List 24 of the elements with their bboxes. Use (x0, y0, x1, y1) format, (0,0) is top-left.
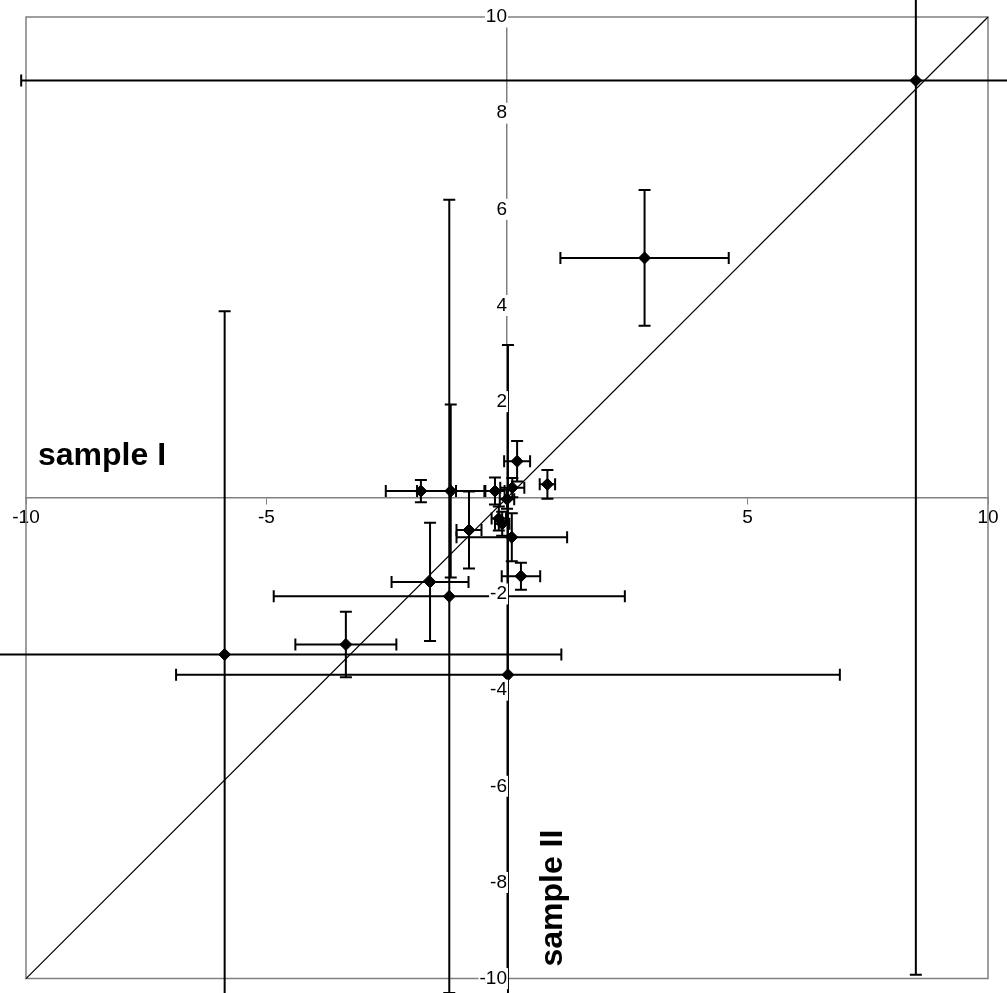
y-tick-label: 2 (496, 389, 508, 411)
x-tick-label: 10 (977, 506, 999, 528)
point (339, 637, 353, 651)
y-tick-label: -10 (479, 966, 508, 988)
y-tick-label: 8 (496, 101, 508, 123)
y-tick-label: -8 (490, 870, 508, 892)
x-tick-label: -10 (12, 506, 40, 528)
point (462, 523, 476, 537)
y-tick-label: 6 (496, 197, 508, 219)
point (514, 569, 528, 583)
point (423, 575, 437, 589)
y-tick-label: 10 (485, 5, 508, 27)
y-tick-label: -6 (490, 774, 508, 796)
point (442, 589, 456, 603)
y-tick-label: 4 (496, 293, 508, 315)
point (909, 73, 923, 87)
x-axis-title: sample I (38, 435, 167, 472)
point (638, 251, 652, 265)
x-tick-label: 5 (742, 506, 753, 528)
y-axis-title: sample II (532, 829, 569, 967)
point (218, 648, 232, 662)
x-tick-label: -5 (258, 506, 275, 528)
y-tick-label: -4 (490, 678, 508, 700)
y-tick-label: -2 (490, 582, 508, 604)
